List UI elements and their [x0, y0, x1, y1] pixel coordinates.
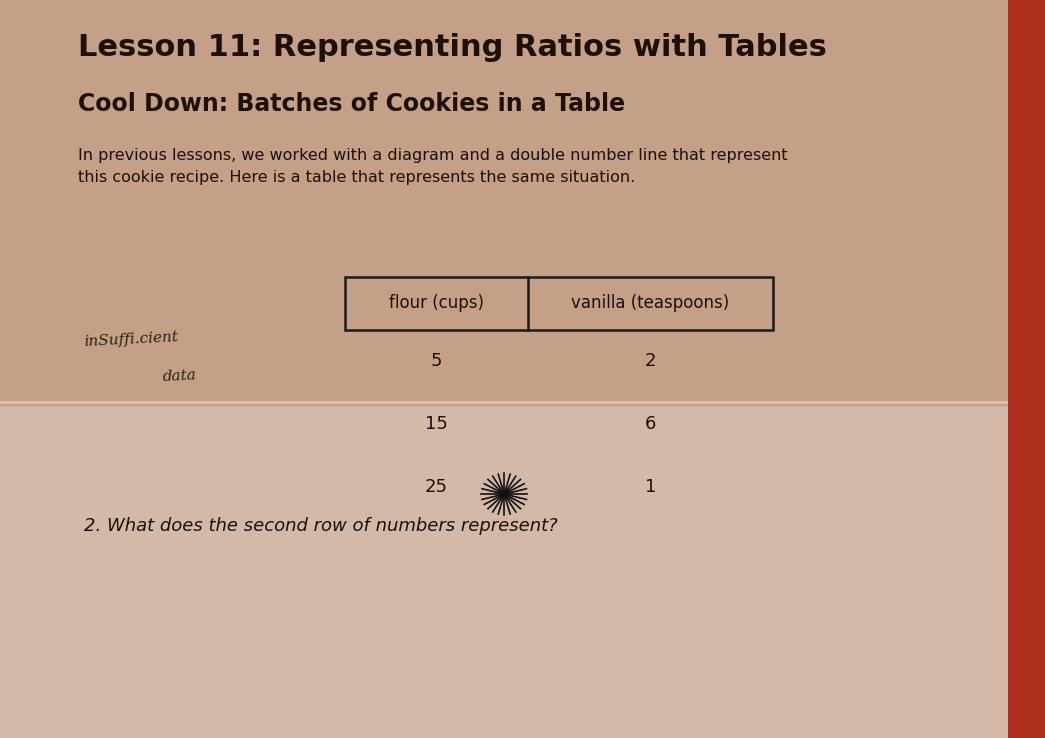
- Text: 6: 6: [645, 415, 656, 433]
- Text: 2: 2: [645, 352, 656, 370]
- Text: 1: 1: [645, 477, 656, 496]
- Text: 2. What does the second row of numbers represent?: 2. What does the second row of numbers r…: [84, 517, 557, 534]
- Text: 25: 25: [424, 477, 448, 496]
- Text: Lesson 11: Representing Ratios with Tables: Lesson 11: Representing Ratios with Tabl…: [78, 33, 828, 62]
- Text: inSuffi.cient: inSuffi.cient: [84, 330, 179, 349]
- Bar: [0, 406, 1045, 738]
- Text: vanilla (teaspoons): vanilla (teaspoons): [572, 294, 729, 312]
- Text: data: data: [162, 368, 196, 384]
- Text: Cool Down: Batches of Cookies in a Table: Cool Down: Batches of Cookies in a Table: [78, 92, 626, 117]
- Text: 5: 5: [431, 352, 442, 370]
- Text: flour (cups): flour (cups): [389, 294, 484, 312]
- Text: 15: 15: [425, 415, 447, 433]
- Text: In previous lessons, we worked with a diagram and a double number line that repr: In previous lessons, we worked with a di…: [78, 148, 788, 184]
- Bar: [0, 0, 1045, 406]
- Bar: [345, 277, 773, 330]
- Bar: [1008, 0, 1045, 738]
